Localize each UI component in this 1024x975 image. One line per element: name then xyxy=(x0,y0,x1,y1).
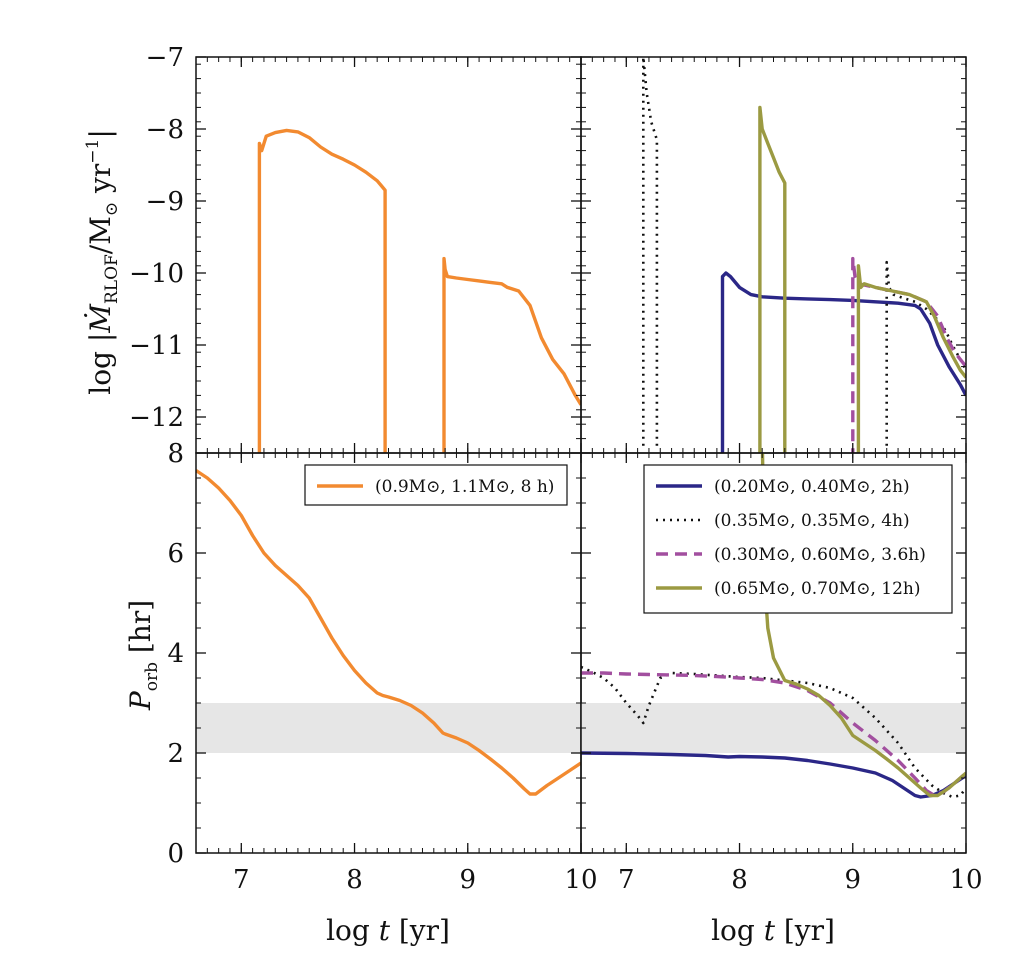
y-tick-label: 2 xyxy=(167,739,184,769)
y-tick-label: −9 xyxy=(146,187,184,217)
y-tick-label: −10 xyxy=(129,259,184,289)
x-tick-label: 9 xyxy=(844,865,861,895)
panel-top-right xyxy=(580,56,967,454)
y-tick-label: −7 xyxy=(146,43,184,73)
svg-text:log t [yr]: log t [yr] xyxy=(711,914,835,947)
series-3-segment-0 xyxy=(760,453,966,798)
y-tick-label: 8 xyxy=(167,439,184,469)
y-tick-label: 4 xyxy=(167,639,184,669)
axes-frame xyxy=(195,56,582,454)
y-tick-label: 0 xyxy=(167,839,184,869)
x-tick-label: 10 xyxy=(949,865,982,895)
x-tick-label: 7 xyxy=(233,865,250,895)
series-1-segment-1 xyxy=(885,260,966,446)
legend: (0.20M⊙, 0.40M⊙, 2h) (0.35M⊙, 0.35M⊙, 4h)… xyxy=(643,464,953,614)
axes-frame xyxy=(580,56,967,454)
x-tick-label: 8 xyxy=(346,865,363,895)
legend-label: (0.20M⊙, 0.40M⊙, 2h) xyxy=(714,477,910,497)
svg-text:Porb [hr]: Porb [hr] xyxy=(124,600,162,711)
legend-label: (0.9M⊙, 1.1M⊙, 8 h) xyxy=(375,477,554,497)
y-axis-label-bottom: Porb [hr] xyxy=(124,600,162,711)
series-0-segment-0 xyxy=(257,128,387,453)
legend-label: (0.65M⊙, 0.70M⊙, 12h) xyxy=(714,579,920,599)
series-3-segment-1 xyxy=(856,264,966,453)
legend-label: (0.35M⊙, 0.35M⊙, 4h) xyxy=(714,511,910,531)
series-0-segment-0 xyxy=(196,469,581,796)
y-tick-label: −8 xyxy=(146,115,184,145)
series-1-segment-0 xyxy=(581,665,966,799)
period-gap-band xyxy=(196,703,581,753)
series-2-segment-0 xyxy=(851,256,966,453)
x-tick-label: 7 xyxy=(618,865,635,895)
series-3-segment-0 xyxy=(758,105,787,453)
svg-text:log t [yr]: log t [yr] xyxy=(326,914,450,947)
x-tick-label: 9 xyxy=(459,865,476,895)
y-tick-label: 6 xyxy=(167,539,184,569)
panel-bottom-right: 7 8 9 10 (0.20M⊙, 0.40M⊙, 2h) (0.35M⊙, 0.35M⊙… xyxy=(580,452,983,895)
y-axis-label-top: log |ṀRLOF/M⊙ yr−1| xyxy=(83,129,122,395)
y-tick-label: −11 xyxy=(129,331,184,361)
panel-bottom-left: 7 8 9 10 0 2 4 6 8 (0.9M⊙, 1.1M⊙, 8 h) xyxy=(167,439,597,895)
legend: (0.9M⊙, 1.1M⊙, 8 h) xyxy=(304,464,568,506)
axes-frame xyxy=(195,452,582,854)
y-tick-label: −12 xyxy=(129,403,184,433)
svg-text:log |ṀRLOF/M⊙ yr−1|: log |ṀRLOF/M⊙ yr−1| xyxy=(83,129,122,395)
series-0-segment-1 xyxy=(442,256,581,453)
legend-label: (0.30M⊙, 0.60M⊙, 3.6h) xyxy=(714,545,926,565)
period-gap-band xyxy=(581,703,966,753)
series-1-segment-0 xyxy=(642,57,659,446)
x-tick-label: 8 xyxy=(731,865,748,895)
panel-top-left: −7 −8 −9 −10 −11 −12 xyxy=(129,43,582,454)
x-axis-label-right: log t [yr] xyxy=(711,914,835,947)
series-0-segment-0 xyxy=(720,271,966,453)
x-axis-label-left: log t [yr] xyxy=(326,914,450,947)
x-tick-label: 10 xyxy=(564,865,597,895)
